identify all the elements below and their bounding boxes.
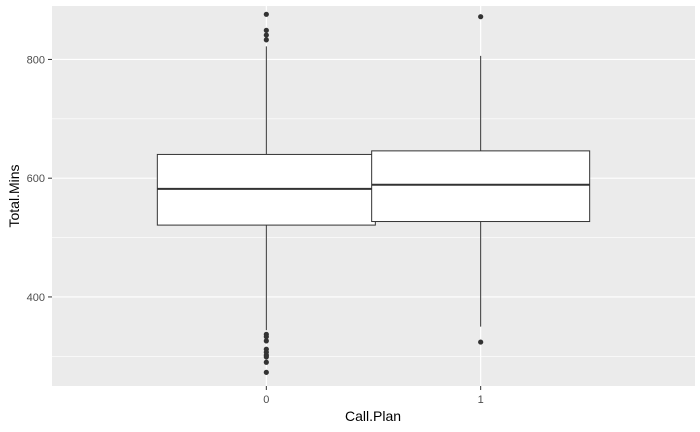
box-series xyxy=(156,11,591,375)
minor-gridlines xyxy=(52,118,695,357)
outlier-point xyxy=(478,14,484,20)
y-tick-label: 400 xyxy=(27,292,45,304)
iqr-box xyxy=(371,150,591,223)
outlier-point xyxy=(263,359,269,365)
y-tick-label: 600 xyxy=(27,173,45,185)
outlier-point xyxy=(263,334,269,340)
y-tick-label: 800 xyxy=(27,54,45,66)
outlier-point xyxy=(478,339,484,345)
x-tick-label: 0 xyxy=(263,394,269,406)
outlier-point xyxy=(263,37,269,43)
outlier-point xyxy=(263,11,269,17)
outlier-point xyxy=(263,338,269,344)
box-1 xyxy=(371,14,591,345)
outlier-point xyxy=(263,354,269,360)
outlier-point xyxy=(263,32,269,38)
outlier-point xyxy=(263,27,269,33)
y-axis-ticks: 400 600 800 xyxy=(27,54,52,304)
outlier-point xyxy=(263,369,269,375)
box-0 xyxy=(156,11,376,375)
x-axis-title: Call.Plan xyxy=(345,408,401,424)
x-tick-label: 1 xyxy=(478,394,484,406)
y-axis-title: Total.Mins xyxy=(6,164,22,227)
